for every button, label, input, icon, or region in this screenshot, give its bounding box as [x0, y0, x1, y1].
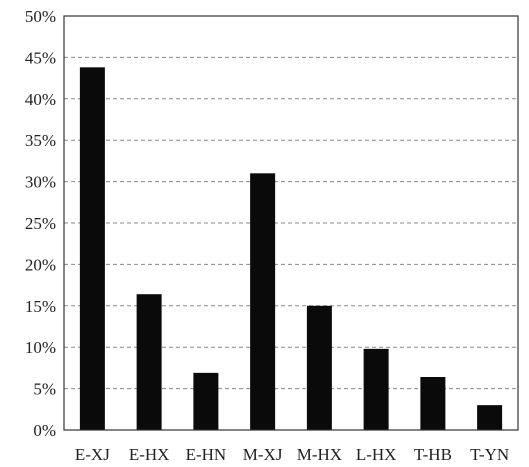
x-tick-label: L-HX [356, 445, 397, 462]
bar-m-xj [250, 173, 276, 430]
x-tick-label: T-YN [470, 445, 509, 462]
y-tick-label: 10% [25, 338, 56, 357]
bars [79, 67, 503, 430]
x-tick-label: E-XJ [75, 445, 110, 462]
bar-m-hx [306, 305, 332, 430]
bar-t-hb [420, 377, 446, 430]
y-tick-label: 45% [25, 48, 56, 67]
y-tick-label: 15% [25, 297, 56, 316]
bar-e-hx [136, 294, 162, 430]
bar-l-hx [363, 348, 389, 430]
x-tick-label: E-HN [186, 445, 227, 462]
x-tick-label: E-HX [129, 445, 170, 462]
y-tick-label: 50% [25, 7, 56, 26]
y-tick-label: 35% [25, 131, 56, 150]
y-tick-label: 5% [33, 380, 56, 399]
y-tick-label: 30% [25, 173, 56, 192]
y-tick-label: 25% [25, 214, 56, 233]
y-tick-label: 40% [25, 90, 56, 109]
bar-t-yn [477, 405, 503, 430]
x-tick-label: T-HB [414, 445, 452, 462]
plot-frame [63, 15, 519, 431]
x-tick-label: M-XJ [243, 445, 283, 462]
y-tick-label: 0% [33, 421, 56, 440]
bar-e-xj [79, 67, 105, 430]
x-tick-label: M-HX [297, 445, 342, 462]
bar-e-hn [193, 372, 219, 430]
y-tick-label: 20% [25, 255, 56, 274]
x-axis-tick-labels: E-XJ E-HX E-HN M-XJ M-HX L-HX T-HB T-YN [75, 445, 509, 464]
gridlines [64, 56, 518, 390]
y-axis-tick-labels: 0% 5% 10% 15% 20% 25% 30% 35% 40% 45% 50% [25, 7, 56, 440]
